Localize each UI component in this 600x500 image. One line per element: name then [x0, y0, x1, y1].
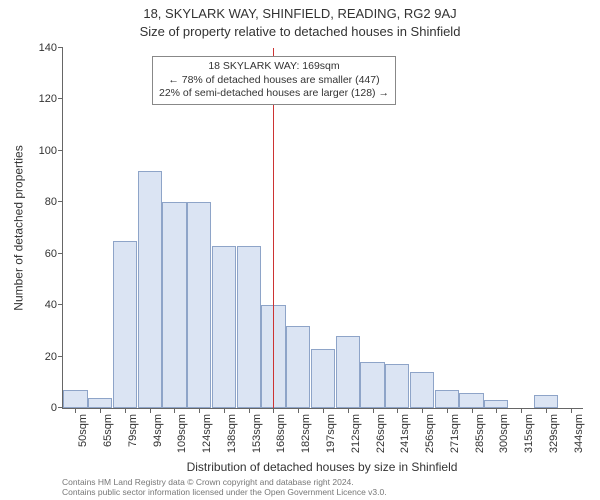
- x-tick-mark: [150, 408, 151, 413]
- y-tick-label: 0: [51, 402, 63, 414]
- y-axis-label: Number of detached properties: [12, 145, 26, 310]
- bar: [459, 393, 483, 408]
- x-tick-mark: [422, 408, 423, 413]
- bar: [237, 246, 261, 408]
- y-tick-label: 140: [39, 42, 63, 54]
- bar: [113, 241, 137, 408]
- x-tick-mark: [521, 408, 522, 413]
- x-tick-mark: [224, 408, 225, 413]
- chart-title-line1: 18, SKYLARK WAY, SHINFIELD, READING, RG2…: [0, 6, 600, 21]
- bar: [385, 364, 409, 408]
- bar: [311, 349, 335, 408]
- chart-container: 18, SKYLARK WAY, SHINFIELD, READING, RG2…: [0, 0, 600, 500]
- chart-title-line2: Size of property relative to detached ho…: [0, 24, 600, 39]
- x-tick-label: 197sqm: [325, 414, 337, 453]
- x-tick-mark: [472, 408, 473, 413]
- x-tick-label: 329sqm: [548, 414, 560, 453]
- x-tick-mark: [75, 408, 76, 413]
- x-tick-label: 50sqm: [77, 414, 89, 447]
- bar: [212, 246, 236, 408]
- x-tick-label: 182sqm: [300, 414, 312, 453]
- x-tick-label: 138sqm: [226, 414, 238, 453]
- x-tick-label: 241sqm: [399, 414, 411, 453]
- bar: [88, 398, 112, 408]
- bar: [360, 362, 384, 408]
- x-axis-label: Distribution of detached houses by size …: [62, 460, 582, 474]
- footer-line2: Contains public sector information licen…: [62, 488, 387, 498]
- bar: [484, 400, 508, 408]
- x-tick-mark: [348, 408, 349, 413]
- annotation-line2: ← 78% of detached houses are smaller (44…: [159, 74, 389, 88]
- x-tick-mark: [323, 408, 324, 413]
- x-tick-label: 300sqm: [498, 414, 510, 453]
- x-tick-mark: [546, 408, 547, 413]
- bar: [336, 336, 360, 408]
- y-tick-label: 20: [45, 351, 63, 363]
- bar: [138, 171, 162, 408]
- x-tick-mark: [298, 408, 299, 413]
- y-tick-label: 60: [45, 248, 63, 260]
- x-tick-label: 79sqm: [127, 414, 139, 447]
- x-tick-label: 226sqm: [375, 414, 387, 453]
- x-tick-label: 168sqm: [275, 414, 287, 453]
- x-tick-label: 271sqm: [449, 414, 461, 453]
- x-tick-label: 256sqm: [424, 414, 436, 453]
- x-tick-mark: [373, 408, 374, 413]
- y-tick-label: 80: [45, 196, 63, 208]
- x-tick-label: 94sqm: [152, 414, 164, 447]
- x-tick-mark: [249, 408, 250, 413]
- x-tick-mark: [125, 408, 126, 413]
- bar: [162, 202, 186, 408]
- y-axis-label-wrap: Number of detached properties: [12, 48, 26, 408]
- bar: [286, 326, 310, 408]
- x-tick-label: 285sqm: [474, 414, 486, 453]
- footer-attribution: Contains HM Land Registry data © Crown c…: [62, 478, 387, 498]
- annotation-line3: 22% of semi-detached houses are larger (…: [159, 87, 389, 101]
- x-tick-label: 344sqm: [573, 414, 585, 453]
- x-tick-mark: [100, 408, 101, 413]
- x-tick-mark: [447, 408, 448, 413]
- y-tick-label: 100: [39, 145, 63, 157]
- x-tick-mark: [397, 408, 398, 413]
- bar: [410, 372, 434, 408]
- x-tick-mark: [199, 408, 200, 413]
- x-tick-mark: [571, 408, 572, 413]
- bar: [534, 395, 558, 408]
- bar: [187, 202, 211, 408]
- x-tick-mark: [273, 408, 274, 413]
- x-tick-label: 65sqm: [102, 414, 114, 447]
- annotation-box: 18 SKYLARK WAY: 169sqm ← 78% of detached…: [152, 56, 396, 105]
- bar: [435, 390, 459, 408]
- x-tick-label: 153sqm: [251, 414, 263, 453]
- x-tick-label: 315sqm: [523, 414, 535, 453]
- x-tick-label: 109sqm: [176, 414, 188, 453]
- x-tick-label: 212sqm: [350, 414, 362, 453]
- y-tick-label: 120: [39, 93, 63, 105]
- annotation-line1: 18 SKYLARK WAY: 169sqm: [159, 60, 389, 74]
- y-tick-label: 40: [45, 299, 63, 311]
- x-tick-mark: [174, 408, 175, 413]
- x-tick-label: 124sqm: [201, 414, 213, 453]
- x-tick-mark: [496, 408, 497, 413]
- bar: [63, 390, 87, 408]
